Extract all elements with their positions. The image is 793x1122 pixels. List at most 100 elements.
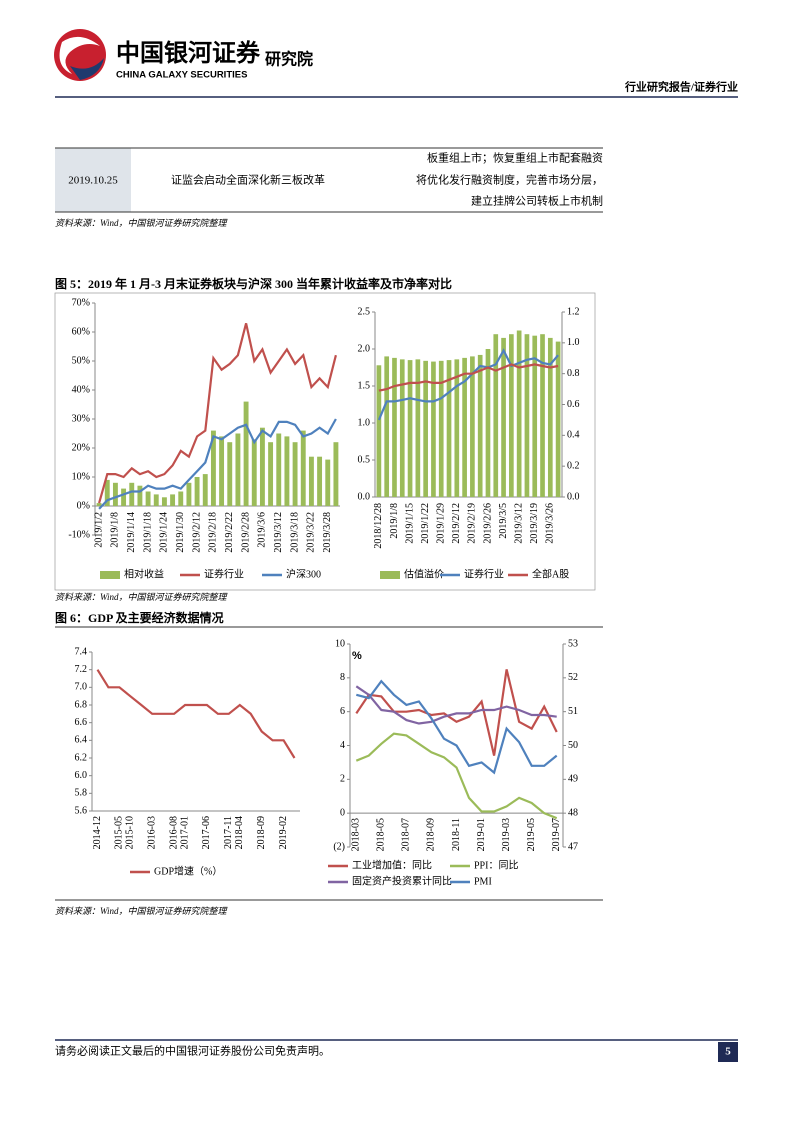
bar	[392, 357, 397, 497]
y-tick-label: 1.0	[358, 417, 371, 428]
bar	[268, 442, 274, 506]
x-tick-label: 2019/3/18	[289, 512, 300, 553]
bar	[509, 334, 514, 497]
y-tick-label: 7.2	[75, 664, 88, 675]
x-tick-label: 2018-07	[401, 818, 412, 851]
bar	[407, 360, 413, 497]
y-tick-label: 7.0	[75, 682, 88, 693]
y-tick-label: -10%	[68, 529, 90, 540]
bar	[145, 491, 151, 506]
figure-title: 图 5：2019 年 1 月-3 月末证券板块与沪深 300 当年累计收益率及市…	[55, 276, 452, 291]
bar	[219, 436, 225, 506]
bar	[493, 334, 499, 497]
bar	[210, 430, 216, 506]
y-tick-label: 0.0	[358, 491, 371, 502]
y-tick-label: 0.5	[358, 454, 371, 465]
legend-label: 证券行业	[204, 567, 244, 580]
x-tick-label: 2019/2/12	[191, 512, 202, 553]
y-tick-label: 4	[340, 740, 345, 751]
x-tick-label: 2017-06	[201, 816, 212, 849]
bar	[137, 485, 143, 506]
x-tick-label: 2018-09	[426, 818, 437, 851]
bar	[438, 360, 444, 497]
y-tick-label: 5.8	[75, 788, 88, 799]
legend-label: 相对收益	[124, 567, 164, 580]
bar	[399, 359, 405, 497]
x-tick-label: 2018-05	[376, 818, 387, 851]
x-tick-label: 2019/1/14	[126, 512, 137, 553]
table-cell-bg	[55, 148, 131, 212]
line	[98, 323, 337, 504]
y-tick-label: 40%	[72, 384, 90, 395]
x-tick-label: 2019/1/15	[404, 503, 415, 544]
x-tick-label: 2019/1/30	[175, 512, 186, 553]
y-tick-label: 6.0	[75, 770, 88, 781]
legend-label: 证券行业	[464, 567, 504, 580]
y-tick-label: 0.4	[567, 430, 580, 441]
logo	[54, 29, 106, 81]
x-tick-label: 2018-09	[256, 816, 267, 849]
bar	[284, 436, 290, 506]
y-tick-label: 1.0	[567, 337, 580, 348]
x-tick-label: 2019/3/5	[498, 503, 509, 539]
y-tick-label: 53	[568, 638, 578, 649]
figure-title: 图 6：GDP 及主要经济数据情况	[55, 610, 224, 625]
x-tick-label: 2016-08	[168, 816, 179, 849]
bar	[516, 330, 522, 497]
bar	[300, 430, 306, 506]
y-tick-label: 60%	[72, 326, 90, 337]
x-tick-label: 2019-02	[278, 816, 289, 849]
bar	[477, 354, 483, 497]
bar	[431, 361, 436, 497]
bar	[540, 334, 545, 497]
y-tick-label: 51	[568, 706, 578, 717]
x-tick-label: 2015-05	[114, 816, 125, 849]
bar	[485, 349, 491, 497]
logo-cn: 中国银河证券	[116, 39, 261, 67]
table-cell: 2019.10.25	[68, 175, 118, 187]
x-tick-label: 2019-07	[551, 818, 562, 851]
y-tick-label: 10%	[72, 471, 90, 482]
legend-label: PPI：同比	[474, 859, 518, 871]
y-tick-label: (2)	[333, 841, 345, 852]
bar	[112, 482, 118, 506]
x-tick-label: 2018-04	[234, 816, 245, 849]
x-tick-label: 2019/2/12	[451, 503, 462, 544]
bar	[317, 456, 323, 506]
bar	[153, 494, 159, 506]
x-tick-label: 2018-11	[451, 818, 462, 851]
bar	[470, 356, 475, 497]
bar	[104, 479, 110, 506]
figure-frame	[54, 292, 596, 591]
y-tick-label: 2.5	[358, 306, 371, 317]
table-cell: 证监会启动全面深化新三板改革	[171, 173, 325, 187]
bar	[555, 341, 561, 497]
y-tick-label: 50%	[72, 355, 90, 366]
bar	[462, 357, 467, 497]
legend-label: 工业增加值：同比	[352, 858, 432, 871]
bar	[325, 459, 331, 506]
bar	[161, 497, 167, 506]
x-tick-label: 2017-11	[223, 816, 234, 849]
bar	[170, 494, 176, 506]
page-box	[718, 1042, 738, 1062]
disclaimer: 请务必阅读正文最后的中国银河证券股份公司免责声明。	[55, 1044, 330, 1058]
table-cell: 将优化发行融资制度，完善市场分层，	[416, 173, 603, 187]
y-tick-label: 47	[568, 841, 578, 852]
x-tick-label: 2014-12	[92, 816, 103, 849]
report-category: 行业研究报告/证券行业	[624, 80, 738, 94]
bar	[129, 482, 135, 506]
bar	[333, 442, 339, 506]
logo-en: CHINA GALAXY SECURITIES	[116, 70, 247, 81]
bar	[259, 427, 265, 506]
bar	[292, 442, 298, 506]
institute: 研究院	[265, 50, 313, 69]
x-tick-label: 2017-01	[179, 816, 190, 849]
bar	[243, 401, 249, 506]
annotation: %	[352, 650, 362, 662]
x-tick-label: 2019/1/18	[142, 512, 153, 553]
line	[96, 669, 296, 759]
y-tick-label: 0.2	[567, 460, 580, 471]
y-tick-label: 50	[568, 740, 578, 751]
bar	[384, 356, 390, 497]
